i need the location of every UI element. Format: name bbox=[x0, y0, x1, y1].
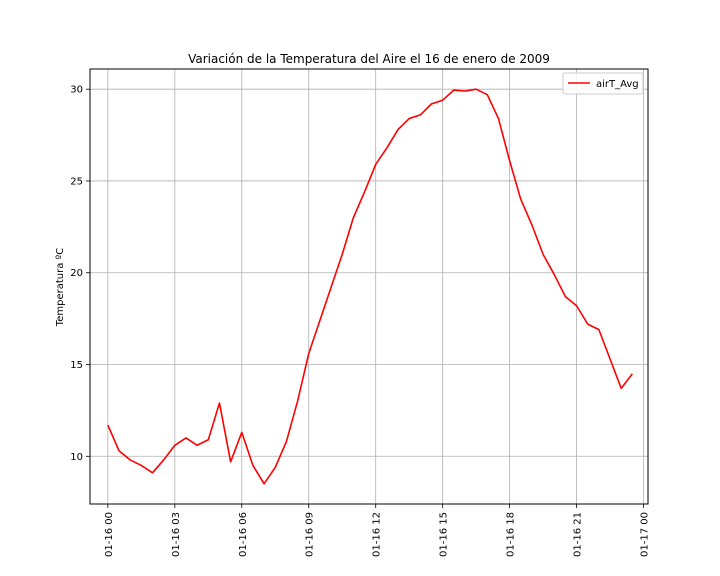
x-tick-label-2: 01-16 06 bbox=[238, 512, 249, 557]
plot-frame bbox=[89, 68, 649, 505]
series-layer bbox=[107, 88, 634, 485]
y-axis: 10 15 20 25 30 bbox=[70, 85, 90, 463]
x-tick-label-6: 01-16 18 bbox=[506, 512, 517, 557]
series-line-airT_Avg bbox=[107, 88, 634, 485]
legend-label-airT_Avg: airT_Avg bbox=[596, 79, 639, 90]
x-tick-label-5: 01-16 15 bbox=[439, 512, 450, 557]
y-tick-label-2: 20 bbox=[70, 268, 83, 279]
x-tick-label-4: 01-16 12 bbox=[372, 512, 383, 557]
legend-box bbox=[562, 72, 644, 95]
y-tick-label-3: 25 bbox=[70, 176, 83, 187]
x-tick-label-0: 01-16 00 bbox=[104, 512, 115, 557]
grid-lines bbox=[90, 69, 648, 504]
x-tick-label-3: 01-16 09 bbox=[305, 512, 316, 557]
x-axis: 01-16 00 01-16 03 01-16 06 01-16 09 01-16 12… bbox=[104, 504, 651, 557]
y-axis-label: Temperatura ºC bbox=[55, 248, 66, 327]
chart-title: Variación de la Temperatura del Aire el … bbox=[188, 52, 550, 66]
y-tick-label-0: 10 bbox=[70, 452, 83, 463]
x-tick-label-8: 01-17 00 bbox=[640, 512, 651, 557]
legend: airT_Avg bbox=[562, 72, 644, 95]
x-tick-label-7: 01-16 21 bbox=[573, 512, 584, 557]
y-tick-label-4: 30 bbox=[70, 85, 83, 96]
x-tick-label-1: 01-16 03 bbox=[171, 512, 182, 557]
y-tick-label-1: 15 bbox=[70, 360, 83, 371]
